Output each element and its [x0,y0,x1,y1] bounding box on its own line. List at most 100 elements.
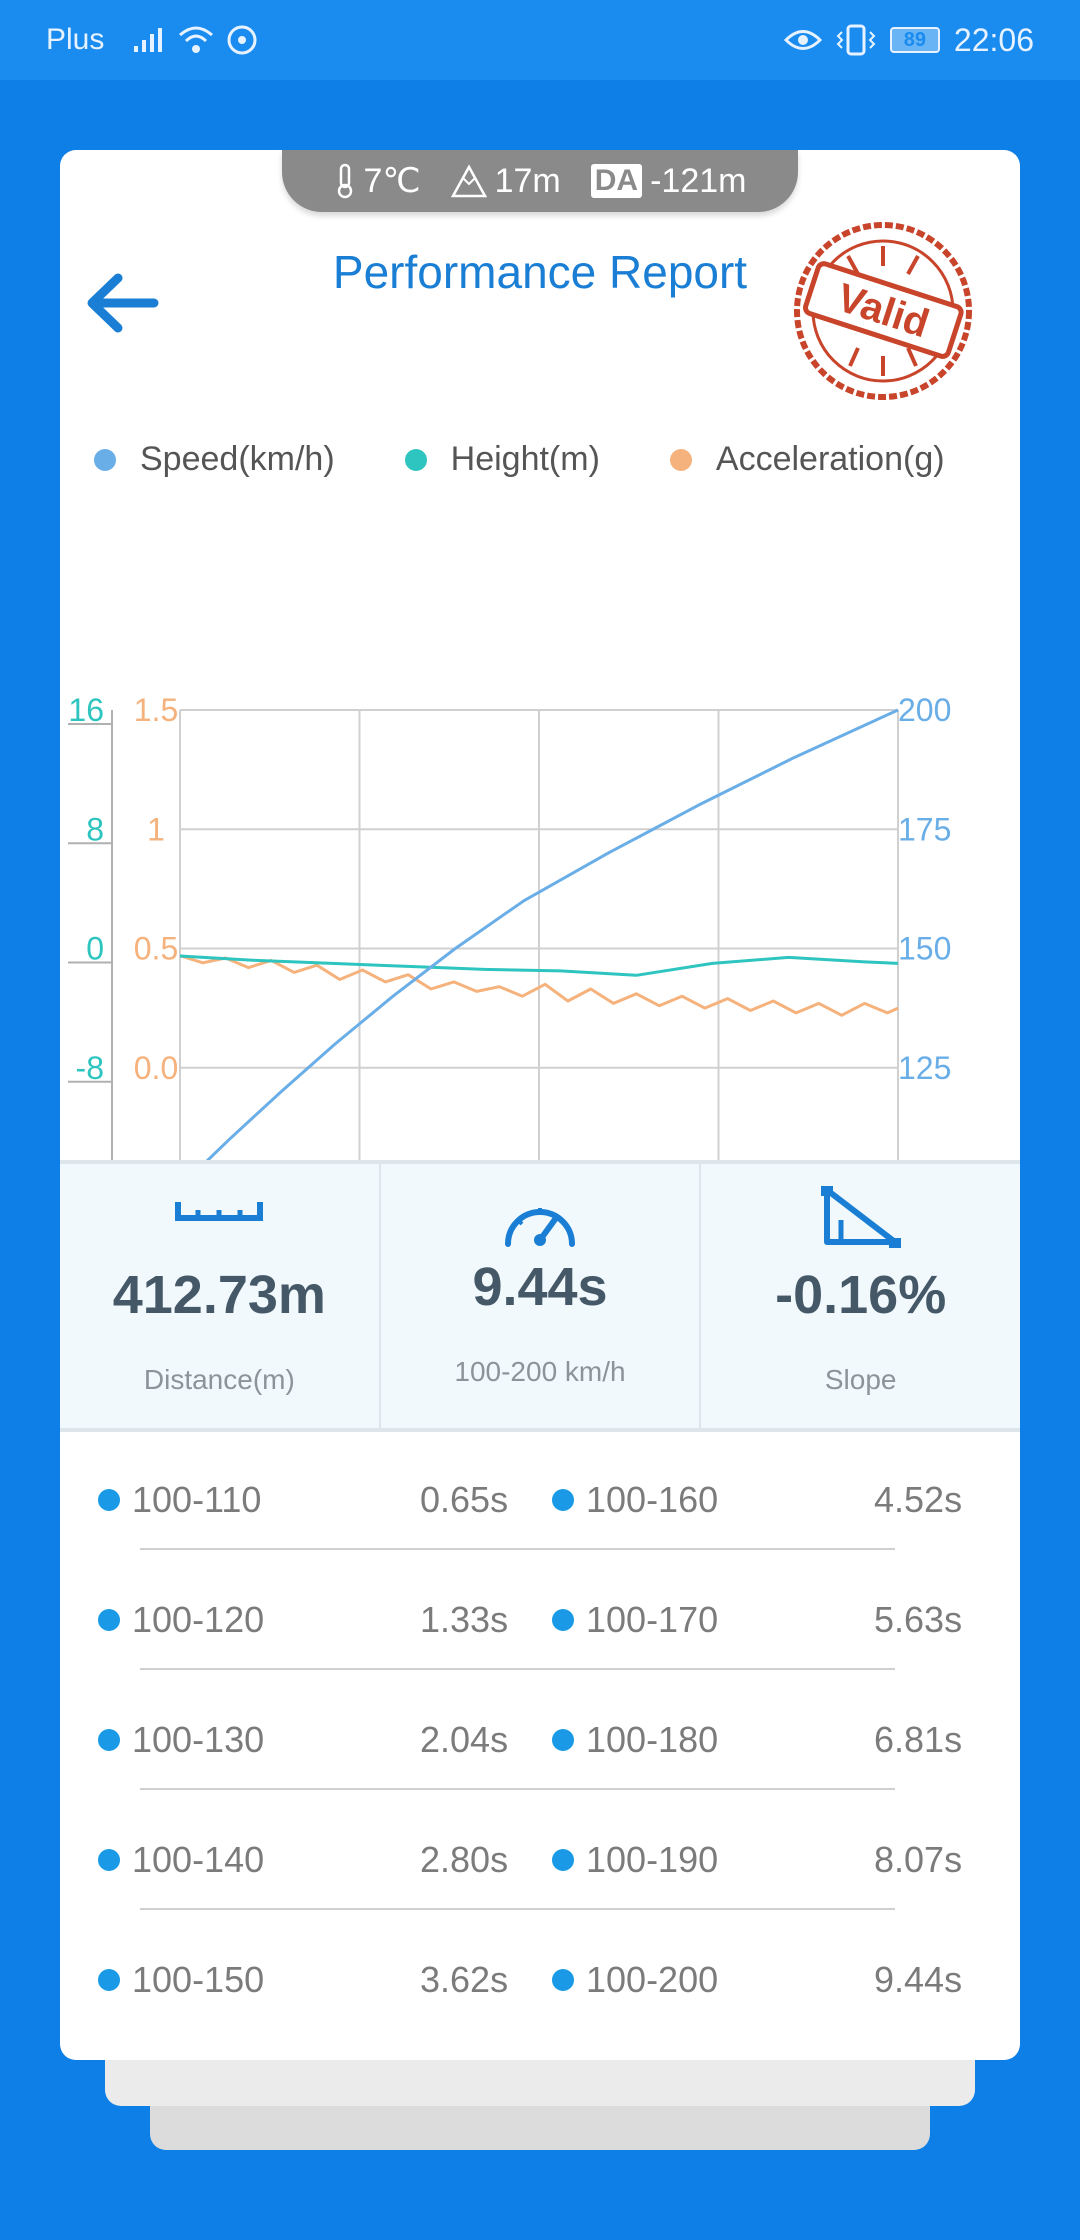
split-divider [140,1668,895,1670]
slope-value: -0.16% [775,1265,947,1325]
split-range-right-text: 100-170 [586,1599,719,1640]
height-tick-label: 8 [86,811,104,847]
split-row: 100-150 3.62s 100-200 9.44s [60,1920,1020,2040]
bullet-dot-icon [98,1849,120,1871]
distance-label: Distance(m) [143,1364,295,1395]
stat-time: 9.44s 100-200 km/h [378,1164,700,1428]
split-range-left-text: 100-130 [132,1719,265,1760]
accel-tick-label: 1 [147,811,165,847]
valid-stamp-icon: Valid [794,222,972,400]
split-time-right-text: 8.07s [874,1839,963,1880]
split-range-left-text: 100-140 [132,1839,265,1880]
height-tick-label: 0 [86,931,104,967]
speed-series-line [178,708,899,1189]
page-title: Performance Report [332,246,748,298]
split-time-right: 5.63s [874,1560,962,1680]
ruler-icon [175,1202,264,1221]
thermometer-icon [337,163,352,199]
split-range-right: 100-200 [552,1920,718,2040]
bullet-dot-icon [552,1489,574,1511]
carrier-label: Plus [46,23,105,56]
split-range-right: 100-160 [552,1440,718,1560]
split-time-left: 1.33s [420,1560,508,1680]
slope-label: Slope [824,1364,897,1395]
height-tick-label: -8 [76,1050,104,1086]
signal-icon [134,28,163,52]
legend-label-height: Height(m) [450,440,600,478]
accel-tick-label: 1.5 [134,692,178,728]
split-range-right-text: 100-190 [586,1839,719,1880]
split-time-right: 9.44s [874,1920,962,2040]
accel-tick-label: 0.0 [134,1050,178,1086]
legend-dot-speed [94,448,116,471]
legend-item-height: Height(m) [404,440,600,479]
split-range-left: 100-150 [98,1920,264,2040]
split-time-left: 0.65s [420,1440,508,1560]
split-time-right: 4.52s [874,1440,962,1560]
temperature-readout: 7℃ [334,161,421,201]
split-time-left-text: 2.80s [420,1839,509,1880]
legend-item-acceleration: Acceleration(g) [669,440,945,479]
conditions-pill: 7℃ 17m DA -121m [282,150,798,212]
battery-icon: 89 [889,27,940,53]
bullet-dot-icon [98,1969,120,1991]
arrow-left-icon [87,273,159,333]
status-bar: Plus 89 22:06 [0,0,1080,80]
wifi-icon [179,26,214,53]
speed-tick-label: 175 [898,811,951,847]
bullet-dot-icon [552,1609,574,1631]
legend-label-speed: Speed(km/h) [140,440,335,478]
split-range-left-text: 100-120 [132,1599,265,1640]
density-altitude-value: -121m [650,161,747,200]
speed-tick-label: 200 [898,692,951,728]
bullet-dot-icon [552,1729,574,1751]
speedometer-icon [505,1208,575,1247]
split-range-left: 100-140 [98,1800,264,1920]
split-divider [140,1908,895,1910]
split-time-left: 2.04s [420,1680,508,1800]
density-altitude-badge: DA [590,164,643,198]
back-button[interactable] [82,268,162,338]
split-time-left-text: 2.04s [420,1719,509,1760]
split-time-right-text: 4.52s [874,1479,963,1520]
split-time-left-text: 0.65s [420,1479,509,1520]
accel-tick-label: 0.5 [134,931,178,967]
split-row: 100-110 0.65s 100-160 4.52s [60,1440,1020,1560]
stat-slope: -0.16% Slope [699,1164,1020,1428]
split-row: 100-140 2.80s 100-190 8.07s [60,1800,1020,1920]
chart-legend: Speed(km/h) Height(m) Acceleration(g) [94,440,1015,479]
split-time-left: 2.80s [420,1800,508,1920]
split-row: 100-130 2.04s 100-180 6.81s [60,1680,1020,1800]
speed-tick-label: 125 [898,1050,951,1086]
density-altitude-readout: DA -121m [590,161,747,201]
vibrate-icon [836,24,876,56]
stat-distance: 412.73m Distance(m) [60,1164,379,1428]
legend-dot-acceleration [669,448,692,471]
split-range-right-text: 100-180 [586,1719,719,1760]
split-time-right: 8.07s [874,1800,962,1920]
split-range-left: 100-130 [98,1680,264,1800]
split-time-left-text: 3.62s [420,1959,509,2000]
sync-icon [227,25,257,55]
split-range-right: 100-170 [552,1560,718,1680]
legend-dot-height [404,448,427,471]
split-range-left-text: 100-110 [132,1479,262,1520]
time-range-label: 100-200 km/h [454,1356,626,1387]
eye-icon [783,30,822,50]
split-time-left: 3.62s [420,1920,508,2040]
split-time-left-text: 1.33s [420,1599,509,1640]
height-tick-label: 16 [68,692,104,728]
altitude-value: 17m [494,161,561,200]
legend-item-speed: Speed(km/h) [94,440,335,479]
speed-tick-label: 150 [898,931,951,967]
slope-icon [820,1186,901,1248]
split-range-right: 100-180 [552,1680,718,1800]
altitude-readout: 17m [450,161,561,201]
split-time-right: 6.81s [874,1680,962,1800]
temperature-value: 7℃ [363,162,421,200]
bullet-dot-icon [552,1849,574,1871]
split-range-right-text: 100-200 [586,1959,719,2000]
split-divider [140,1788,895,1790]
bullet-dot-icon [552,1969,574,1991]
